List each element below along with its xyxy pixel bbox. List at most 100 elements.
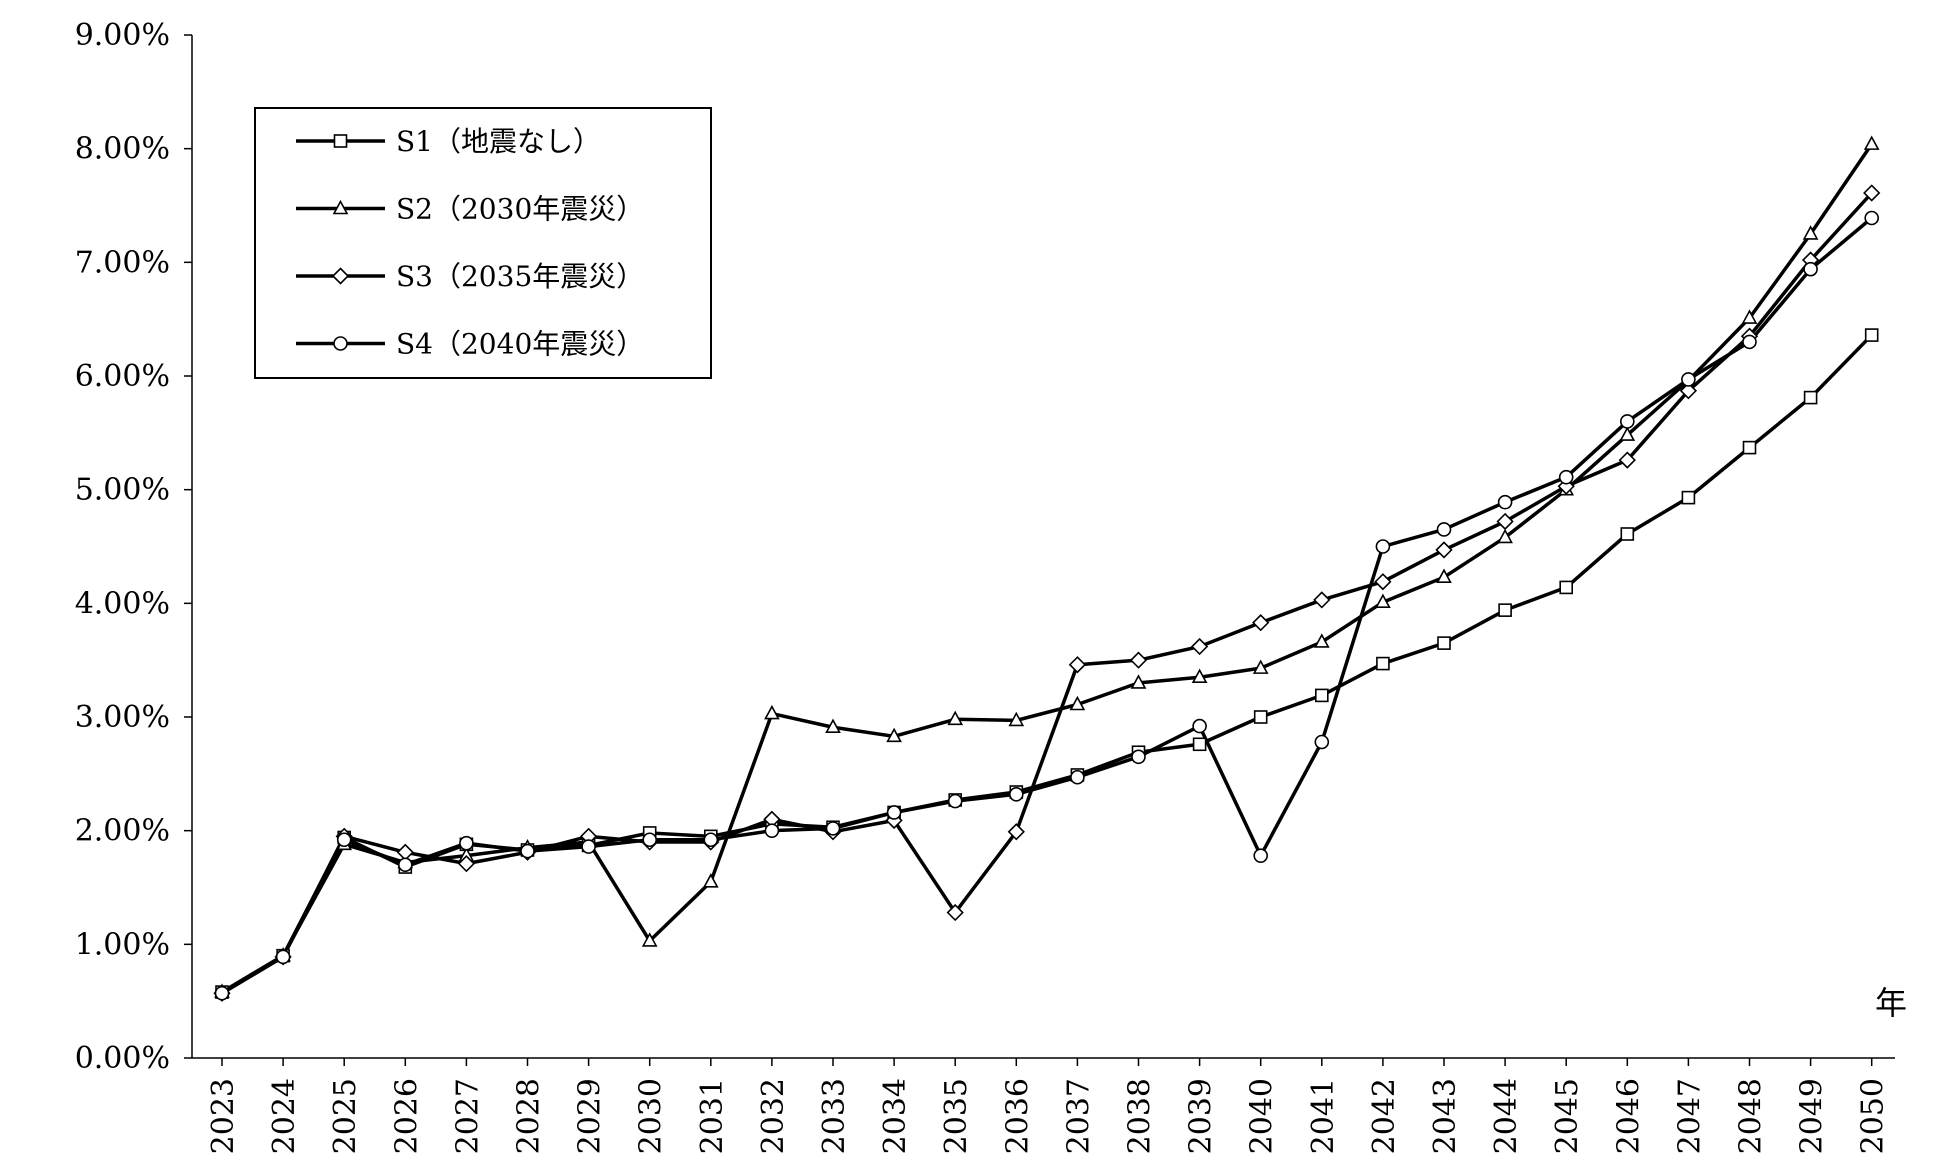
y-tick-label: 4.00% xyxy=(75,586,170,621)
series-2-point xyxy=(1619,426,1636,441)
series-4-point xyxy=(1314,734,1330,750)
series-4-point xyxy=(703,832,719,848)
series-2-point xyxy=(886,727,902,743)
series-4-point xyxy=(1131,749,1146,765)
x-tick-label: 2033 xyxy=(817,1078,852,1154)
series-2-point xyxy=(1130,674,1147,689)
y-tick-label: 8.00% xyxy=(75,132,170,167)
series-3-point xyxy=(1618,451,1636,469)
series-4-point xyxy=(336,832,352,848)
x-tick-label: 2047 xyxy=(1672,1078,1707,1154)
series-4-point xyxy=(1192,718,1207,734)
series-1-point xyxy=(1620,527,1635,541)
series-4-point xyxy=(581,839,596,854)
series-2-point xyxy=(1436,568,1452,583)
series-3-point xyxy=(457,854,476,873)
series-1-point xyxy=(1192,737,1207,752)
legend-marker-2 xyxy=(332,199,349,215)
series-4-point xyxy=(642,832,658,848)
series-line-4 xyxy=(221,216,1873,995)
x-tick-label: 2037 xyxy=(1061,1078,1096,1154)
x-tick-label: 2045 xyxy=(1550,1078,1585,1154)
series-2-point xyxy=(1252,659,1269,674)
chart-axes xyxy=(191,35,1895,1059)
series-4-point xyxy=(214,985,230,1001)
x-tick-label: 2028 xyxy=(512,1078,547,1154)
series-2-point xyxy=(947,710,964,726)
x-tick-label: 2041 xyxy=(1306,1078,1341,1154)
y-tick-label: 2.00% xyxy=(75,814,170,849)
series-3-point xyxy=(1007,823,1025,841)
series-4-point xyxy=(764,823,780,838)
series-4-point xyxy=(1803,261,1818,277)
x-tick-label: 2046 xyxy=(1611,1078,1646,1154)
series-line-2 xyxy=(221,143,1874,994)
x-tick-label: 2044 xyxy=(1489,1078,1524,1154)
series-4-point xyxy=(397,857,413,873)
x-tick-label: 2030 xyxy=(634,1078,669,1154)
series-1-point xyxy=(1315,688,1329,703)
series-2-point xyxy=(1069,695,1086,711)
series-4-point xyxy=(1253,848,1268,863)
series-2-point xyxy=(1313,633,1330,648)
legend-box xyxy=(254,107,712,379)
y-tick-label: 6.00% xyxy=(75,359,170,394)
chart-series-lines xyxy=(221,143,1874,995)
x-axis-unit-label: 年 xyxy=(1875,984,1907,1022)
x-tick-label: 2042 xyxy=(1367,1078,1402,1154)
series-2-point xyxy=(1863,135,1880,150)
series-4-point xyxy=(275,949,291,965)
y-tick-label: 9.00% xyxy=(75,18,170,53)
x-tick-label: 2048 xyxy=(1734,1078,1769,1154)
legend-label-4: S4（2040年震災） xyxy=(396,328,644,361)
chart-series-markers xyxy=(213,135,1881,1002)
series-2-point xyxy=(1802,225,1819,240)
x-tick-label: 2024 xyxy=(267,1078,302,1154)
legend-label-3: S3（2035年震災） xyxy=(396,260,644,293)
series-4-point xyxy=(1008,786,1024,802)
chart-legend: S1（地震なし） S2（2030年震災） S3（2035年震災） S4（2040年震災… xyxy=(254,107,712,379)
series-1-point xyxy=(1864,328,1879,342)
series-2-point xyxy=(764,704,780,720)
series-3-point xyxy=(1679,382,1698,400)
series-4-point xyxy=(825,821,841,836)
x-tick-label: 2027 xyxy=(450,1078,485,1154)
series-2-point xyxy=(702,873,719,888)
x-tick-label: 2040 xyxy=(1245,1078,1280,1154)
series-4-point xyxy=(1070,769,1085,785)
series-3-point xyxy=(1313,591,1331,609)
series-4-point xyxy=(1375,539,1391,554)
series-2-point xyxy=(1497,528,1513,544)
chart-ticks: 0.00% 1.00% 2.00% 3.00% 4.00% 5.00% 6.00% 7.00%… xyxy=(75,18,1891,1154)
y-tick-label: 7.00% xyxy=(75,245,170,280)
legend-marker-4 xyxy=(333,336,348,351)
series-4-point xyxy=(1558,469,1574,485)
series-4-point xyxy=(459,835,474,851)
series-4-point xyxy=(886,805,902,820)
series-3-point xyxy=(1068,656,1087,674)
series-4-point xyxy=(947,793,963,809)
series-1-point xyxy=(1376,656,1390,671)
x-tick-label: 2032 xyxy=(756,1078,791,1154)
y-tick-label: 3.00% xyxy=(75,700,170,735)
x-tick-label: 2050 xyxy=(1856,1078,1891,1154)
series-line-3 xyxy=(221,191,1873,995)
x-tick-label: 2035 xyxy=(939,1078,974,1154)
series-4-point xyxy=(1620,414,1635,429)
series-2-point xyxy=(1008,711,1025,727)
x-tick-label: 2038 xyxy=(1123,1078,1158,1154)
x-tick-label: 2023 xyxy=(206,1078,241,1154)
x-tick-label: 2026 xyxy=(389,1078,424,1154)
series-1-point xyxy=(1681,490,1696,505)
legend-label-2: S2（2030年震災） xyxy=(396,193,644,226)
legend-marker-3 xyxy=(331,267,350,285)
series-3-point xyxy=(1435,541,1453,559)
series-1-point xyxy=(1803,390,1818,405)
x-tick-label: 2039 xyxy=(1184,1078,1219,1154)
series-4-point xyxy=(1497,494,1513,510)
x-tick-label: 2043 xyxy=(1428,1078,1463,1154)
series-4-point xyxy=(1742,334,1757,350)
x-tick-label: 2036 xyxy=(1000,1078,1035,1154)
y-tick-label: 5.00% xyxy=(75,473,170,508)
series-4-point xyxy=(520,843,535,859)
